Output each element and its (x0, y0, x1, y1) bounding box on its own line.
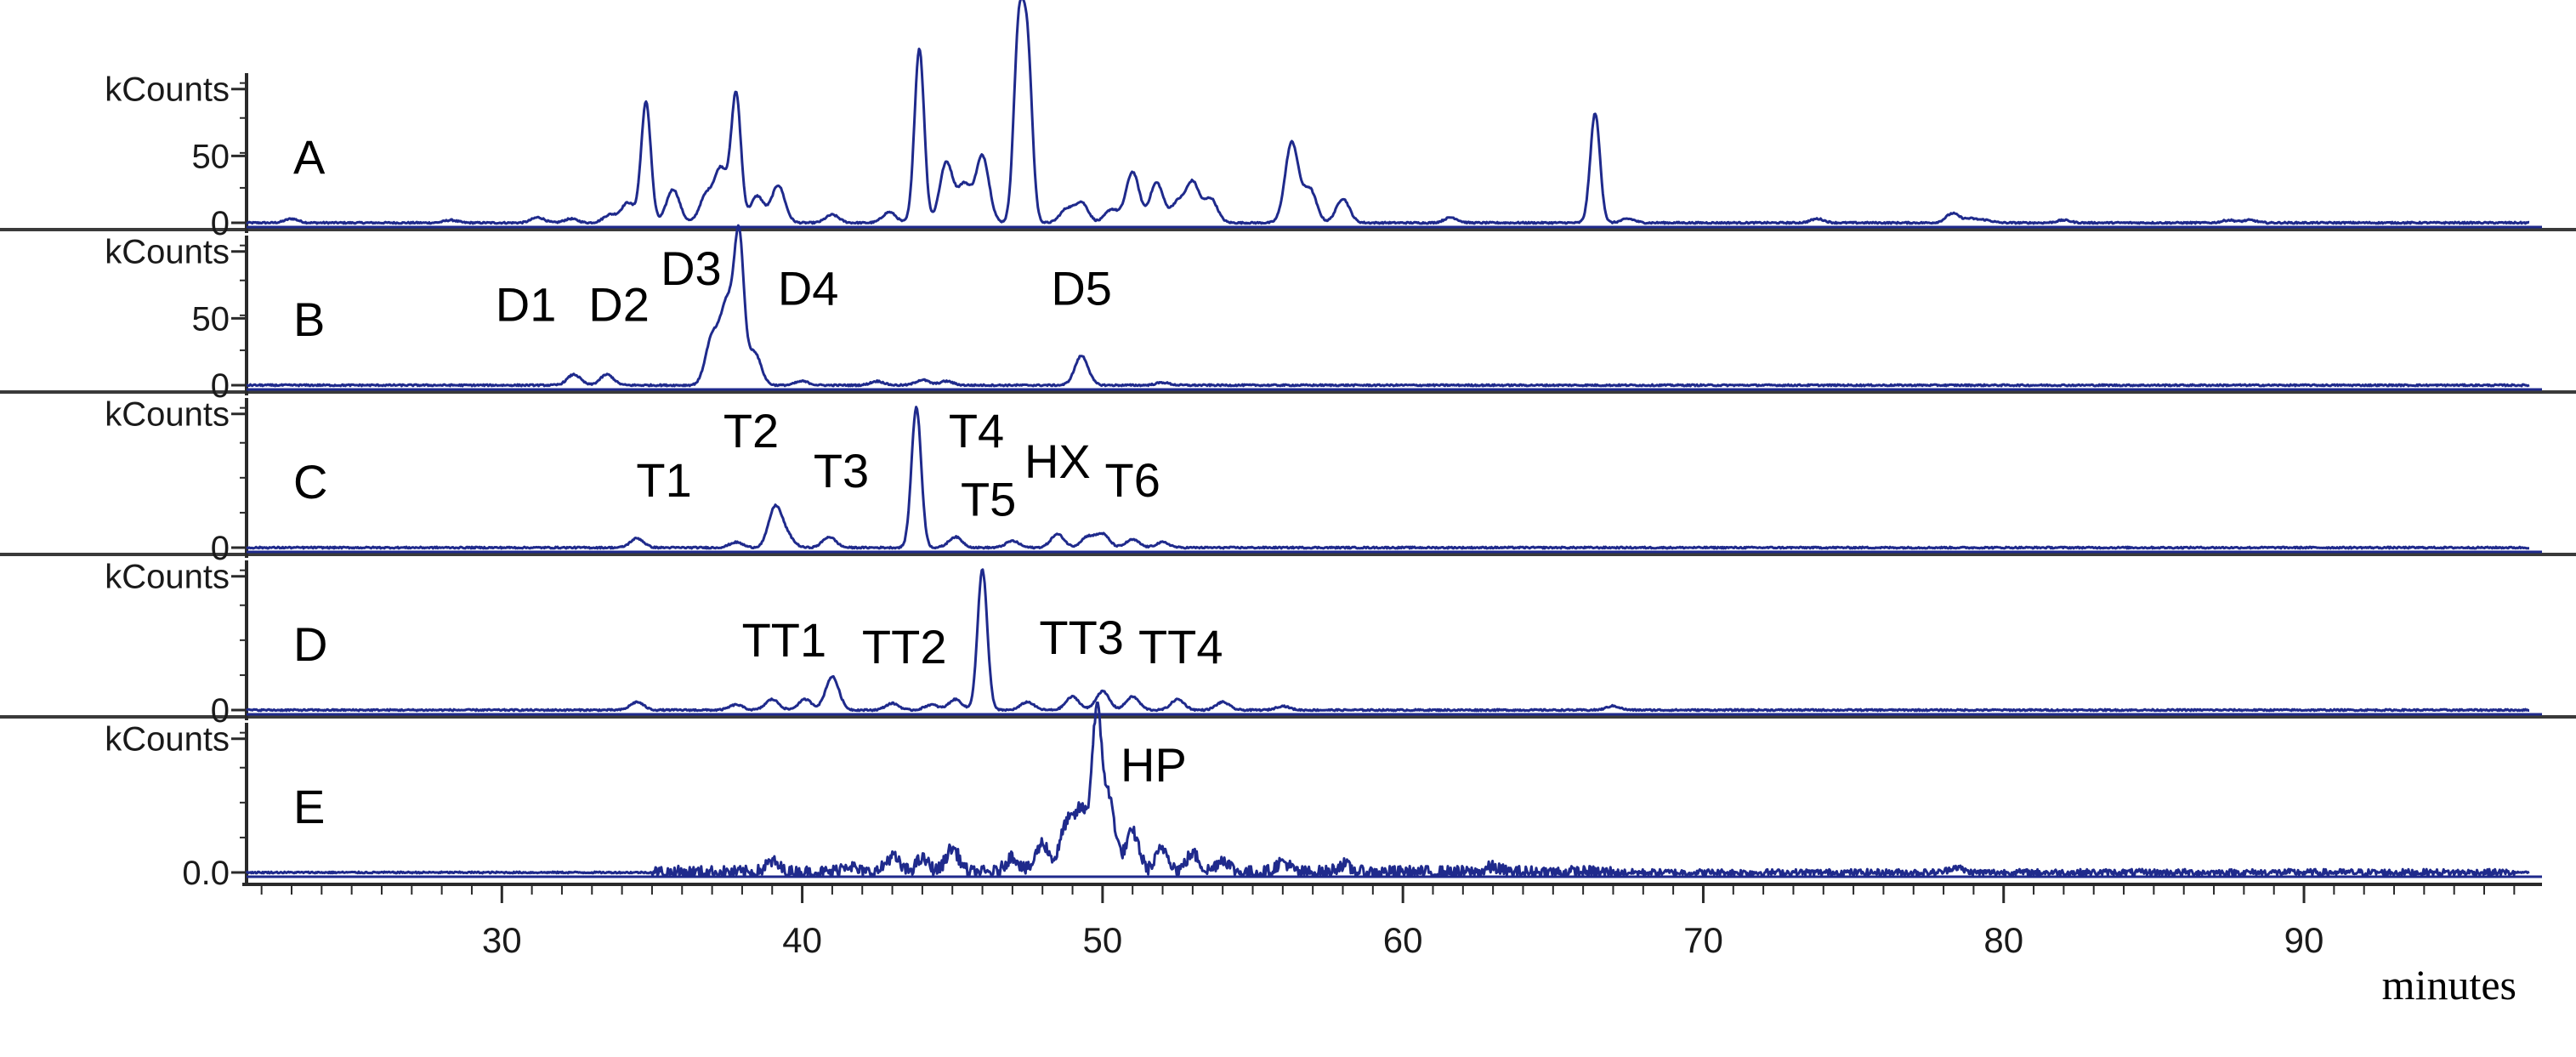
panel-letter: C (293, 455, 327, 509)
peak-label: HX (1024, 435, 1091, 488)
y-tick-label: kCounts (105, 721, 230, 759)
peak-label: T6 (1105, 453, 1160, 507)
y-tick-label: 0 (211, 530, 230, 567)
series-trace-c (246, 406, 2530, 550)
peak-label: TT3 (1039, 611, 1124, 664)
peak-label: D3 (661, 242, 722, 295)
series-trace-e (245, 701, 2530, 877)
y-tick-label: 0 (211, 205, 230, 242)
peak-label: D1 (496, 278, 557, 332)
panel-letter: D (293, 617, 327, 671)
panel-a: kCounts 50 0 A (105, 0, 2542, 242)
series-trace-d (246, 568, 2530, 713)
peak-label: TT2 (862, 620, 947, 673)
y-tick-label: kCounts (105, 559, 230, 596)
x-tick-label: 50 (1083, 920, 1123, 960)
panel-letter: E (293, 780, 325, 833)
y-tick-label: 0 (211, 692, 230, 730)
x-axis-title: minutes (2382, 961, 2516, 1009)
x-tick-label: 90 (2284, 920, 2324, 960)
y-tick-label: kCounts (105, 396, 230, 434)
y-tick-label: 50 (192, 138, 230, 175)
panel-e: kCounts 0.0 E HP (105, 701, 2542, 892)
peak-label: T5 (961, 472, 1016, 526)
y-tick-label: kCounts (105, 234, 230, 271)
x-tick-label: 70 (1683, 920, 1723, 960)
y-tick-label: 0.0 (182, 855, 230, 892)
x-tick-label: 40 (782, 920, 822, 960)
peak-label: HP (1121, 738, 1187, 792)
x-tick-label: 60 (1383, 920, 1423, 960)
x-tick-label: 80 (1983, 920, 2023, 960)
peak-label: TT4 (1138, 620, 1223, 673)
peak-label: T4 (949, 404, 1004, 457)
peak-label: T3 (814, 444, 869, 497)
y-tick-label: kCounts (105, 71, 230, 109)
peak-label: D4 (778, 262, 839, 315)
peak-label: D5 (1051, 262, 1112, 315)
y-tick-label: 0 (211, 367, 230, 405)
series-trace-b (246, 224, 2530, 388)
series-trace-a (246, 0, 2530, 225)
y-tick-label: 50 (192, 300, 230, 338)
peak-label: T1 (636, 453, 691, 507)
peak-label: T2 (723, 404, 779, 457)
panel-letter: A (293, 130, 326, 184)
panel-letter: B (293, 293, 325, 346)
x-tick-label: 30 (482, 920, 522, 960)
panel-d: kCounts 0 D TT1 TT2 TT3 TT4 (105, 559, 2542, 730)
peak-label: TT1 (742, 613, 827, 667)
peak-label: D2 (588, 278, 650, 332)
